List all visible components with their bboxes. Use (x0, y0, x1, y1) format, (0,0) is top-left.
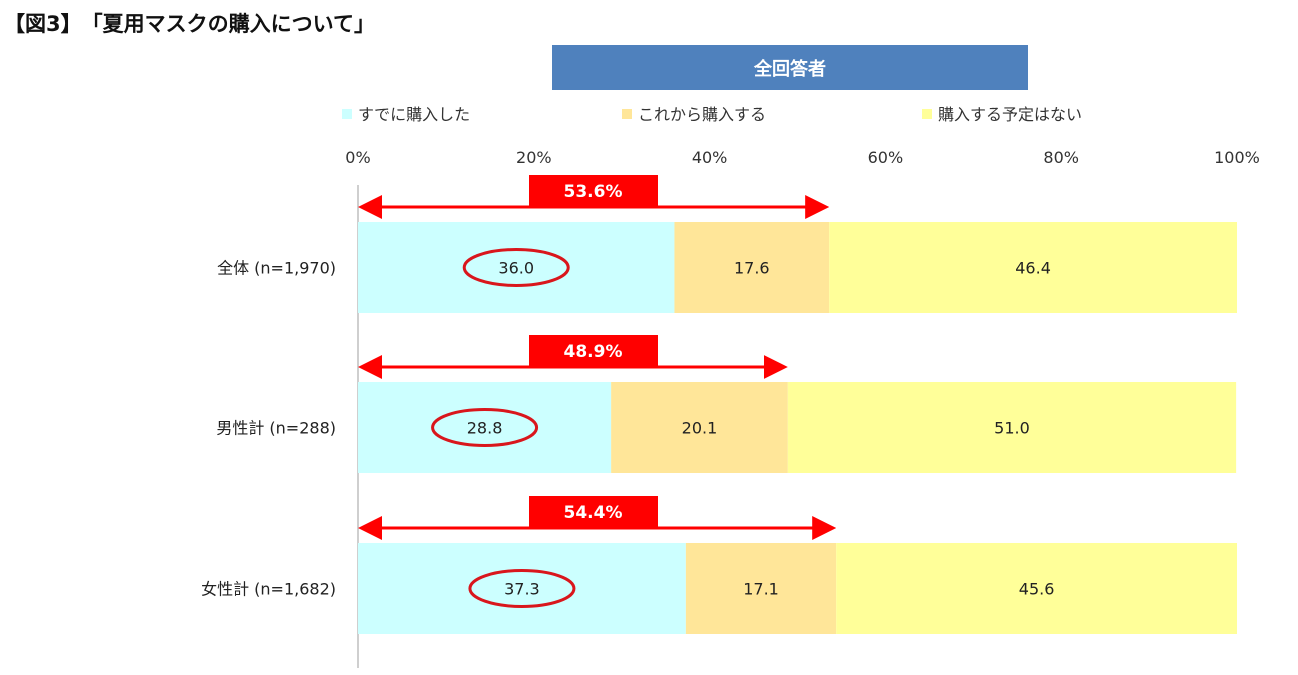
legend-label: これから購入する (638, 105, 766, 124)
bar-segment (358, 222, 675, 313)
legend-label: すでに購入した (358, 105, 470, 124)
respondent-header: 全回答者 (552, 45, 1028, 90)
x-tick-label: 0% (345, 148, 370, 167)
data-label: 20.1 (682, 419, 718, 438)
x-tick-label: 20% (516, 148, 552, 167)
total-label-box (529, 496, 658, 527)
bar-segment (685, 543, 837, 634)
chart-title: 【図3】 「夏用マスクの購入について」 (4, 12, 375, 36)
data-label: 46.4 (1015, 259, 1051, 278)
bar-segment (611, 382, 788, 473)
legend-swatch (342, 109, 352, 119)
category-label: 全体 (n=1,970) (217, 259, 336, 278)
total-label: 48.9% (564, 342, 623, 362)
total-label-box (529, 335, 658, 366)
highlight-circle (431, 408, 539, 447)
legend-swatch (622, 109, 632, 119)
category-label: 女性計 (n=1,682) (201, 580, 336, 599)
data-label: 17.6 (734, 259, 770, 278)
data-label: 28.8 (467, 419, 503, 438)
x-tick-label: 60% (868, 148, 904, 167)
category-label: 男性計 (n=288) (216, 419, 336, 438)
data-label: 17.1 (743, 580, 779, 599)
total-label-box (529, 175, 658, 206)
bar-segment (829, 222, 1237, 313)
x-tick-label: 100% (1214, 148, 1260, 167)
total-label: 54.4% (564, 503, 623, 523)
x-tick-label: 80% (1043, 148, 1079, 167)
x-tick-label: 40% (692, 148, 728, 167)
highlight-circle (462, 248, 570, 287)
bar-segment (358, 382, 612, 473)
bar-segment (674, 222, 830, 313)
data-label: 51.0 (994, 419, 1030, 438)
legend-swatch (922, 109, 932, 119)
data-label: 36.0 (498, 259, 534, 278)
data-label: 45.6 (1019, 580, 1055, 599)
highlight-circle (468, 569, 576, 608)
legend-label: 購入する予定はない (938, 105, 1082, 124)
bar-segment (836, 543, 1237, 634)
data-label: 37.3 (504, 580, 540, 599)
bar-segment (358, 543, 686, 634)
total-label: 53.6% (564, 182, 623, 202)
bar-segment (787, 382, 1237, 473)
